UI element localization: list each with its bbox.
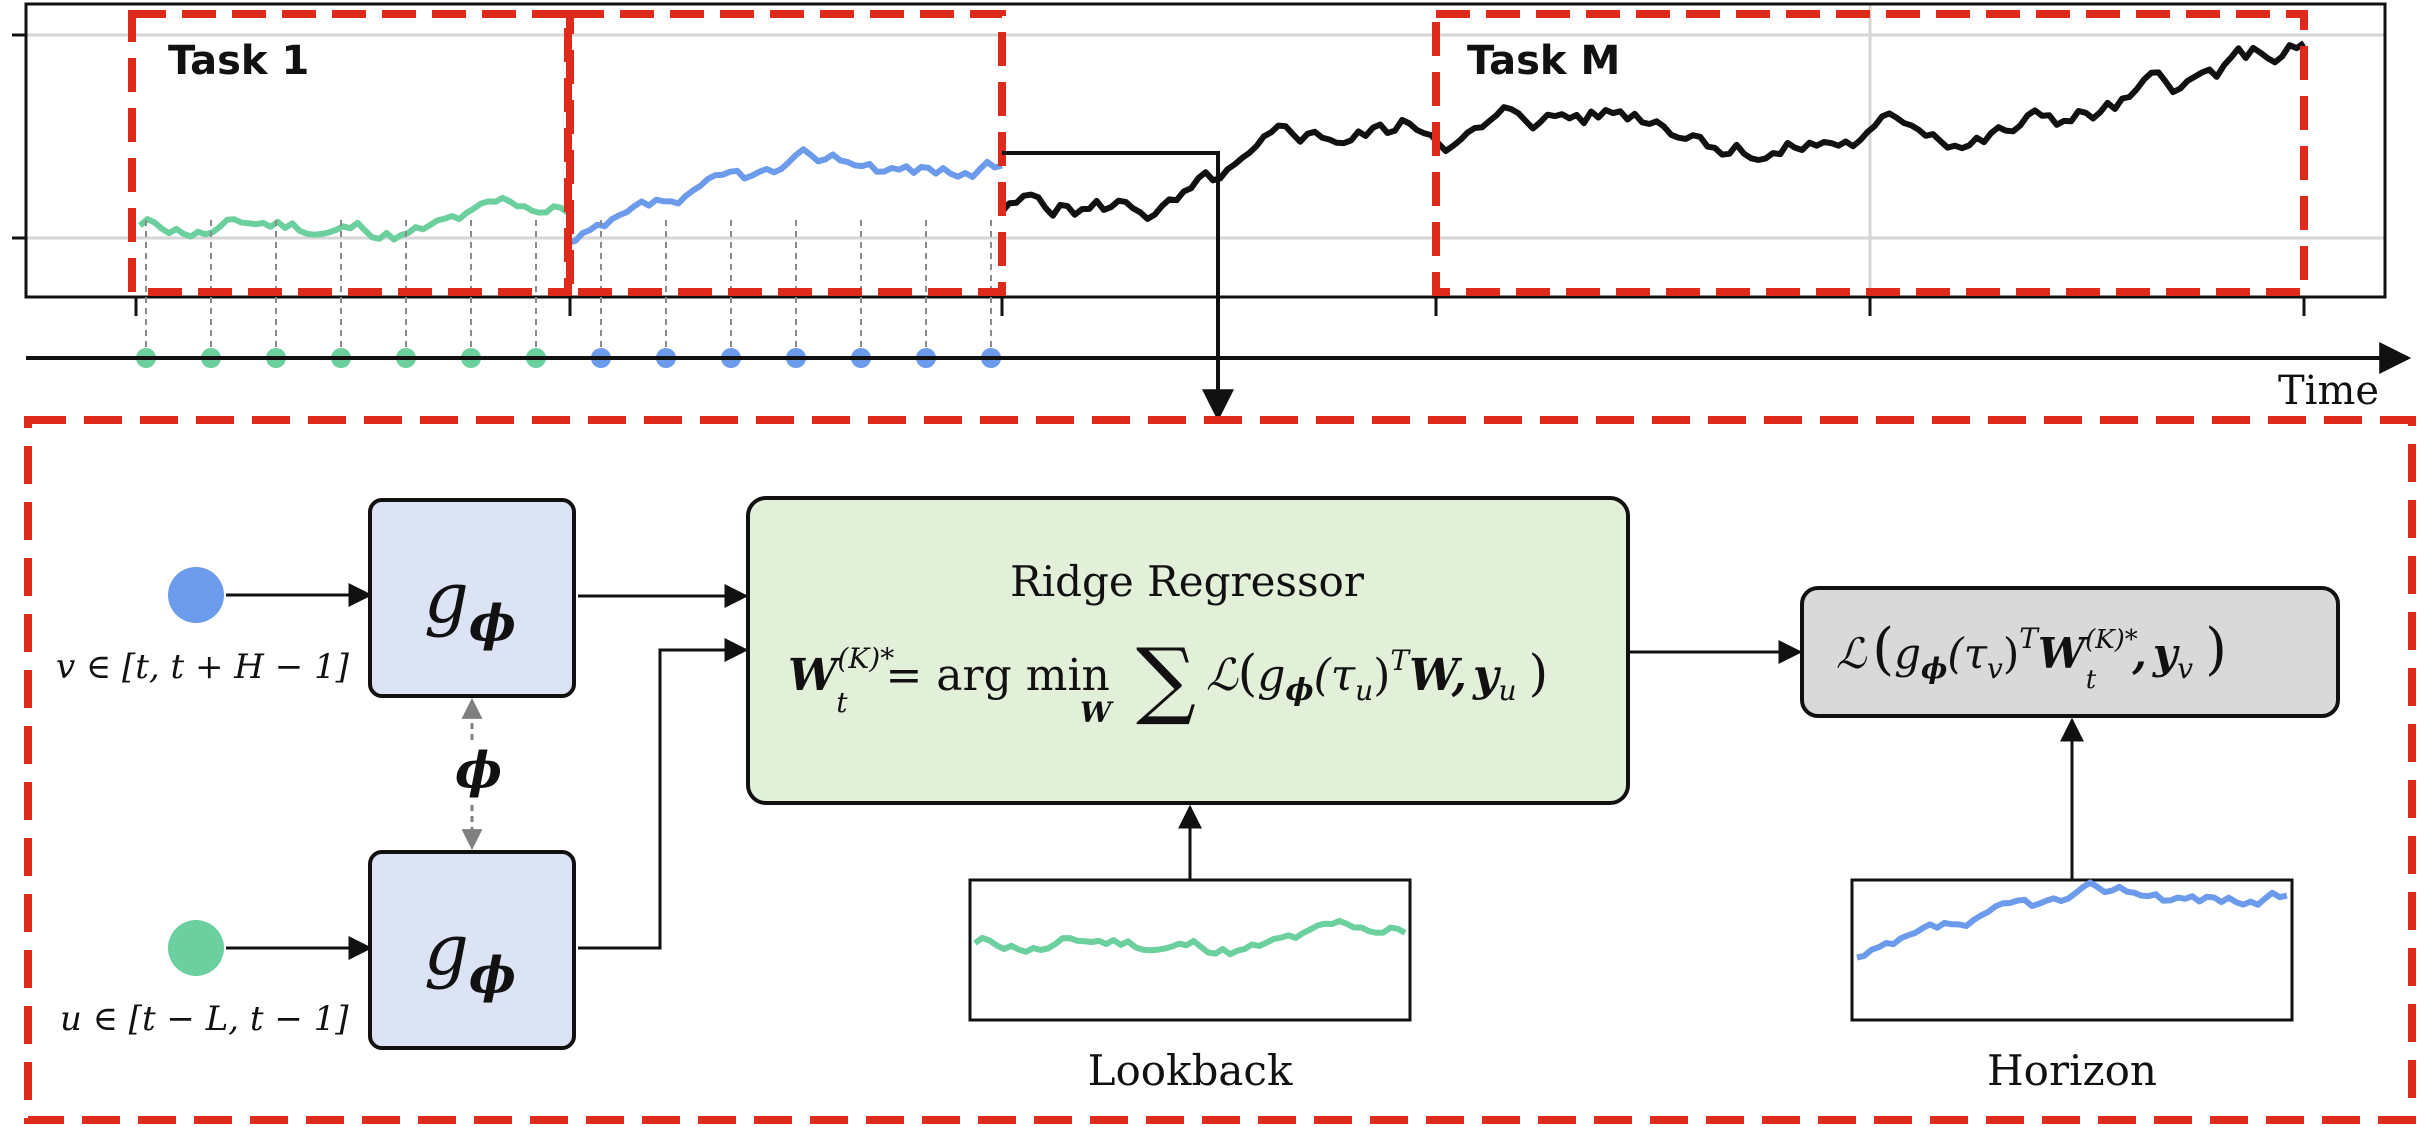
horizon-label: Horizon xyxy=(1987,1046,2157,1095)
task-m-label: Task M xyxy=(1467,38,1620,84)
lookback-thumbnail: Lookback xyxy=(968,804,1412,1095)
v-range-label: v ∈ [t, t + H − 1] xyxy=(56,647,350,687)
series-horizon-segment xyxy=(567,146,1003,246)
ridge-regressor-title: Ridge Regressor xyxy=(1010,557,1365,606)
time-axis-label: Time xyxy=(2278,368,2379,414)
detail-connector xyxy=(1002,151,1234,422)
plot-frame xyxy=(24,2,2387,299)
u-range-label: u ∈ [t − L, t − 1] xyxy=(60,999,349,1039)
series-lookback-segment xyxy=(138,194,570,243)
loss-evaluation: ℒ (gϕ(τv)TW(K)* t, yv) xyxy=(1800,586,2340,718)
horizon-thumbnail: Horizon xyxy=(1850,717,2294,1095)
ridge-regressor-box xyxy=(746,496,1630,805)
encoder-box xyxy=(368,498,576,698)
lookback-sample-dot xyxy=(168,920,224,976)
lookback-thumbnail-frame xyxy=(968,878,1412,1022)
ridge-loss-term: ℒ(gϕ(τu)TW, yu) xyxy=(1206,644,1548,708)
encoder-box xyxy=(368,850,576,1050)
sample-projection-lines xyxy=(136,220,1001,368)
loss-expression: ℒ (gϕ(τv)TW(K)* t, yv) xyxy=(1836,617,2227,695)
encoder-label: gϕ xyxy=(424,557,516,652)
horizon-sample-dot xyxy=(168,567,224,623)
detail-panel-box xyxy=(24,416,2416,1124)
series-remaining xyxy=(999,40,2306,222)
sum-symbol: ∑ xyxy=(1136,630,1196,728)
task-1-label: Task 1 xyxy=(168,38,309,84)
ridge-regressor: Ridge Regressor W(K)* t= arg min W ∑ ℒ(gϕ… xyxy=(746,496,1630,805)
lookback-label: Lookback xyxy=(1088,1046,1293,1095)
time-series-panel: Task 1 Task M Time xyxy=(12,2,2412,422)
argmin-subscript: W xyxy=(1080,696,1114,729)
ridge-objective: W(K)* t= arg min xyxy=(788,642,1110,719)
g-bottom-to-ridge-arrow xyxy=(578,638,749,950)
horizon-thumbnail-series xyxy=(1856,879,2288,961)
encoder-bottom: gϕ xyxy=(368,850,576,1050)
task-m-box xyxy=(1432,10,2308,296)
loss-box xyxy=(1800,586,2340,718)
phi-label: ϕ xyxy=(455,740,502,799)
lookback-thumbnail-series xyxy=(973,917,1407,958)
encoder-top: gϕ xyxy=(368,498,576,698)
task-1-horizon-box xyxy=(566,10,1006,296)
encoder-label: gϕ xyxy=(424,909,516,1004)
